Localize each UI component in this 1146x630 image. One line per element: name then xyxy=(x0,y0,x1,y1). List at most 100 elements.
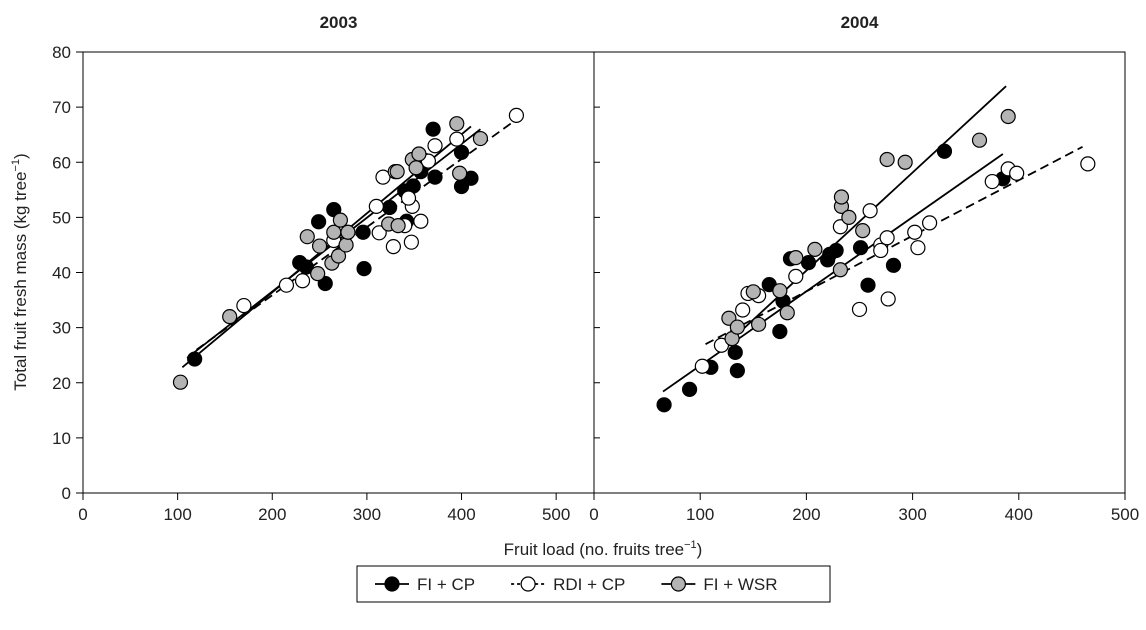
legend-box xyxy=(356,565,831,603)
point xyxy=(311,214,327,230)
point xyxy=(294,273,311,289)
point xyxy=(408,160,424,176)
point xyxy=(788,268,804,284)
point xyxy=(449,131,465,147)
point xyxy=(745,284,761,300)
point xyxy=(1080,156,1096,172)
x-tick-label: 400 xyxy=(1005,505,1033,524)
point xyxy=(772,323,788,340)
y-tick-label: 20 xyxy=(52,374,71,393)
y-tick-label: 0 xyxy=(62,484,71,503)
point xyxy=(452,165,468,181)
y-tick-label: 50 xyxy=(52,208,71,227)
point xyxy=(873,242,889,259)
point xyxy=(936,143,953,159)
point xyxy=(1009,165,1025,181)
point xyxy=(311,238,328,254)
axis-label: Total fruit fresh mass (kg tree−1) xyxy=(10,153,30,390)
axis-label-part: Fruit load (no. fruits tree xyxy=(504,540,684,559)
fit-line xyxy=(662,153,1004,393)
point xyxy=(907,224,923,240)
point xyxy=(236,297,252,314)
y-tick-label: 70 xyxy=(52,98,71,117)
point xyxy=(340,224,356,240)
point xyxy=(427,169,443,185)
point xyxy=(356,261,372,277)
point xyxy=(400,190,417,206)
point xyxy=(751,316,767,332)
y-tick-label: 80 xyxy=(52,43,71,62)
point xyxy=(828,242,844,259)
point xyxy=(807,241,823,257)
legend-label: RDI + CP xyxy=(553,575,625,594)
point xyxy=(355,224,371,240)
point xyxy=(382,199,398,216)
axis-label-part: ) xyxy=(697,540,703,559)
point xyxy=(729,319,745,335)
point xyxy=(832,219,848,235)
legend-label: FI + CP xyxy=(417,575,475,594)
legend-marker xyxy=(670,576,686,592)
point xyxy=(897,154,913,170)
legend-marker xyxy=(384,576,400,592)
axis-label-part: −1 xyxy=(10,159,22,172)
x-tick-label: 100 xyxy=(686,505,714,524)
x-tick-label: 200 xyxy=(258,505,286,524)
point xyxy=(310,266,326,282)
axis-label-part: Total fruit fresh mass (kg tree xyxy=(11,172,30,391)
point xyxy=(317,275,333,292)
point xyxy=(841,209,857,225)
y-tick-label: 30 xyxy=(52,319,71,338)
point xyxy=(885,257,902,273)
panel-title: 2004 xyxy=(841,13,879,32)
legend-marker xyxy=(520,576,536,592)
y-tick-label: 60 xyxy=(52,153,71,172)
point xyxy=(852,240,869,256)
point xyxy=(788,250,804,266)
x-tick-label: 0 xyxy=(589,505,598,524)
point xyxy=(862,203,878,219)
point xyxy=(338,237,354,253)
point xyxy=(879,151,895,168)
legend-label: FI + WSR xyxy=(703,575,777,594)
point xyxy=(278,277,295,293)
point xyxy=(172,374,189,390)
point xyxy=(413,213,429,229)
point xyxy=(984,173,1000,190)
point xyxy=(508,107,525,123)
point xyxy=(694,358,710,374)
plot-frame xyxy=(593,51,1126,494)
point xyxy=(1000,108,1016,125)
point xyxy=(299,229,315,245)
point xyxy=(833,189,850,205)
point xyxy=(971,132,988,148)
point xyxy=(425,121,441,137)
point xyxy=(879,230,895,246)
point xyxy=(332,212,348,228)
point xyxy=(298,259,314,275)
point xyxy=(681,381,698,397)
point xyxy=(727,344,743,361)
point xyxy=(910,240,926,256)
x-tick-label: 500 xyxy=(1111,505,1139,524)
point xyxy=(385,238,401,255)
point xyxy=(403,234,419,250)
point xyxy=(411,146,427,162)
point xyxy=(427,138,443,154)
point xyxy=(880,291,896,307)
point xyxy=(368,198,384,214)
point xyxy=(389,164,405,180)
point xyxy=(729,363,745,379)
point xyxy=(735,302,751,318)
point xyxy=(453,144,470,160)
point xyxy=(855,223,871,239)
x-tick-label: 0 xyxy=(78,505,87,524)
x-tick-label: 300 xyxy=(353,505,381,524)
axis-label: Fruit load (no. fruits tree−1) xyxy=(504,539,703,559)
point xyxy=(779,305,795,321)
x-tick-label: 200 xyxy=(792,505,820,524)
point xyxy=(449,116,465,132)
point xyxy=(772,283,788,299)
point xyxy=(921,215,938,231)
